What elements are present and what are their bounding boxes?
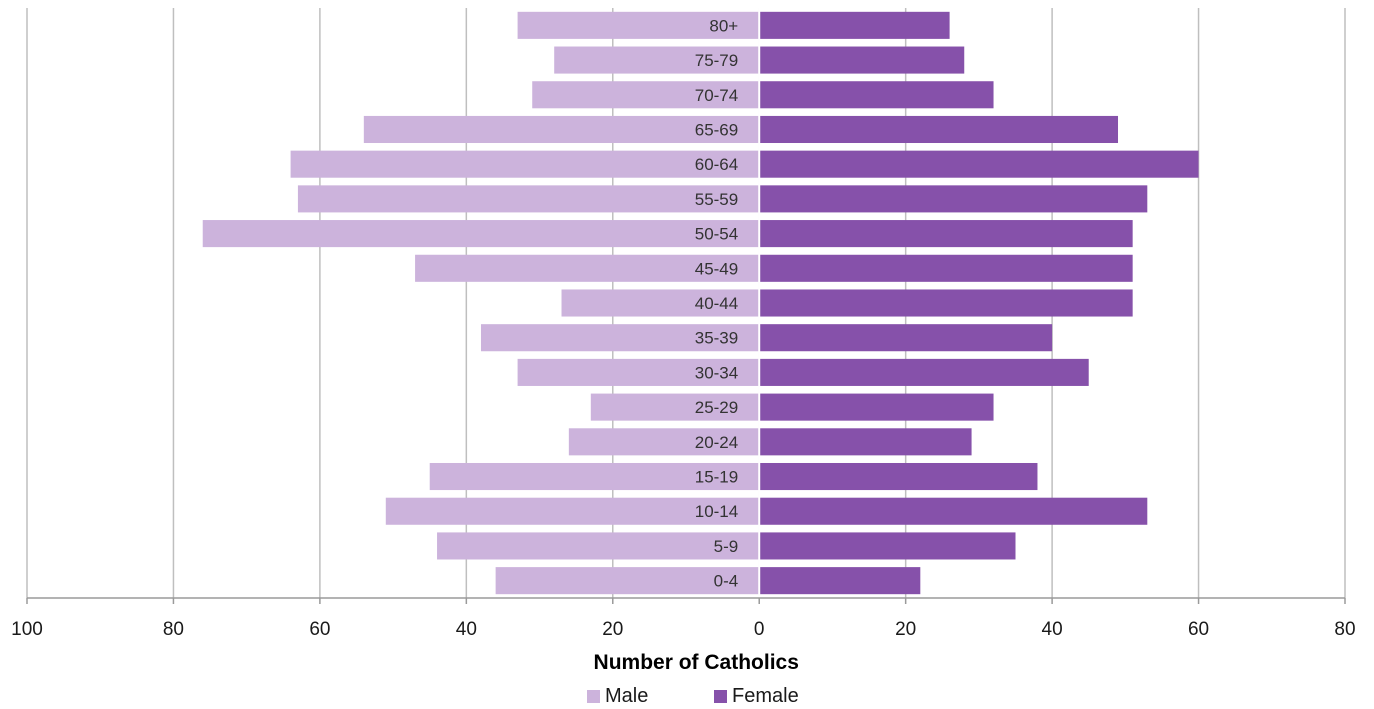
x-tick-label-1: 80 <box>163 619 184 640</box>
category-label-30-34: 30-34 <box>695 363 738 382</box>
x-tick-label-2: 60 <box>309 619 330 640</box>
bar-female-80plus <box>759 11 950 39</box>
x-axis-title: Number of Catholics <box>594 651 799 674</box>
x-tick-label-5: 0 <box>754 619 765 640</box>
bar-female-50-54 <box>759 220 1133 248</box>
bar-female-20-24 <box>759 428 972 456</box>
bar-male-5-9 <box>437 532 760 560</box>
bar-female-0-4 <box>759 567 921 595</box>
category-label-75-79: 75-79 <box>695 51 738 70</box>
bar-female-5-9 <box>759 532 1016 560</box>
bar-female-60-64 <box>759 150 1199 178</box>
category-label-45-49: 45-49 <box>695 259 738 278</box>
bar-female-40-44 <box>759 289 1133 317</box>
bar-male-80plus <box>517 11 760 39</box>
bar-male-40-44 <box>561 289 760 317</box>
bar-female-75-79 <box>759 46 965 74</box>
category-label-5-9: 5-9 <box>714 537 739 556</box>
bar-female-15-19 <box>759 462 1038 491</box>
bar-male-30-34 <box>517 358 760 386</box>
legend-male-label: Male <box>605 685 648 707</box>
category-label-40-44: 40-44 <box>695 294 738 313</box>
bar-male-55-59 <box>297 185 760 213</box>
legend-male-swatch <box>587 690 600 703</box>
category-labels: 80+ 75-79 70-74 65-69 60-64 55-59 50-54 45-49 40… <box>695 16 739 590</box>
x-tick-label-7: 40 <box>1042 619 1063 640</box>
x-tick-label-0: 100 <box>11 619 43 640</box>
bar-female-30-34 <box>759 358 1089 386</box>
x-tick-label-6: 20 <box>895 619 916 640</box>
category-label-35-39: 35-39 <box>695 329 738 348</box>
bar-male-65-69 <box>363 115 760 144</box>
bar-male-15-19 <box>429 462 760 491</box>
bar-male-75-79 <box>554 46 760 74</box>
category-label-55-59: 55-59 <box>695 190 738 209</box>
category-label-65-69: 65-69 <box>695 120 738 139</box>
bar-male-45-49 <box>415 254 760 282</box>
x-tick-label-3: 40 <box>456 619 477 640</box>
x-tick-label-4: 20 <box>602 619 623 640</box>
x-tick-label-9: 80 <box>1334 619 1355 640</box>
bar-female-45-49 <box>759 254 1133 282</box>
bar-female-55-59 <box>759 185 1148 213</box>
bar-female-10-14 <box>759 497 1148 525</box>
bar-male-35-39 <box>480 324 760 352</box>
bar-female-25-29 <box>759 393 994 421</box>
category-label-50-54: 50-54 <box>695 225 738 244</box>
legend-female-swatch <box>714 690 727 703</box>
category-label-25-29: 25-29 <box>695 398 738 417</box>
category-label-10-14: 10-14 <box>695 502 738 521</box>
legend-female-label: Female <box>732 685 799 707</box>
bar-male-10-14 <box>385 497 760 525</box>
bar-male-50-54 <box>202 220 760 248</box>
bar-male-70-74 <box>532 81 760 109</box>
category-label-70-74: 70-74 <box>695 86 738 105</box>
category-label-0-4: 0-4 <box>714 572 739 591</box>
bar-male-60-64 <box>290 150 760 178</box>
category-label-20-24: 20-24 <box>695 433 738 452</box>
legend: Male Female <box>587 685 799 707</box>
bar-female-35-39 <box>759 324 1053 352</box>
bars <box>202 8 1199 598</box>
category-label-80plus: 80+ <box>709 16 738 35</box>
category-label-15-19: 15-19 <box>695 468 738 487</box>
bar-female-70-74 <box>759 81 994 109</box>
x-tick-label-8: 60 <box>1188 619 1209 640</box>
bar-male-25-29 <box>590 393 760 421</box>
x-axis: 100 80 60 40 20 0 20 40 60 80 <box>11 597 1356 640</box>
bar-male-20-24 <box>568 428 760 456</box>
bar-female-65-69 <box>759 115 1119 144</box>
bar-male-0-4 <box>495 567 760 595</box>
category-label-60-64: 60-64 <box>695 155 738 174</box>
